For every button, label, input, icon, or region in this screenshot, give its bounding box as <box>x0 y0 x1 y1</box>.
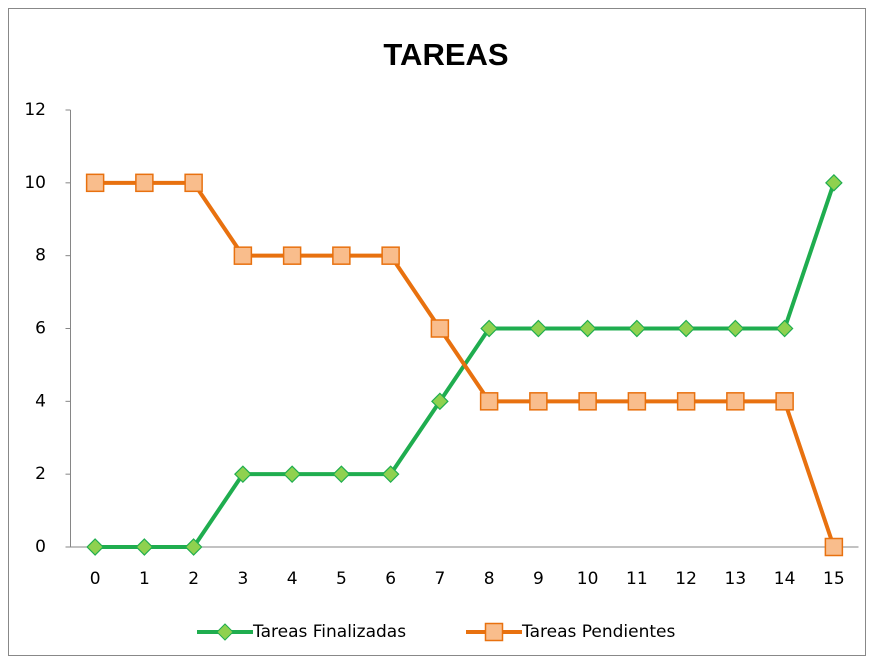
x-tick-label: 5 <box>336 569 347 589</box>
marker <box>135 538 154 556</box>
y-tick-label: 12 <box>24 100 46 120</box>
x-tick-label: 6 <box>385 569 396 589</box>
marker <box>480 319 498 338</box>
legend-label: Tareas Pendientes <box>521 622 675 642</box>
marker <box>578 319 597 338</box>
marker <box>628 319 646 338</box>
y-tick-label: 2 <box>35 464 46 484</box>
y-tick-label: 4 <box>35 391 46 411</box>
marker <box>184 538 203 556</box>
marker <box>332 246 351 265</box>
marker <box>578 392 597 411</box>
x-tick-label: 2 <box>188 569 199 589</box>
x-tick-label: 13 <box>725 569 747 589</box>
marker <box>775 319 794 338</box>
marker <box>381 246 400 265</box>
x-tick-label: 12 <box>675 569 697 589</box>
marker <box>184 173 203 193</box>
x-tick-label: 14 <box>774 569 796 589</box>
y-tick-label: 10 <box>24 173 46 193</box>
legend-marker <box>216 623 234 641</box>
x-tick-label: 4 <box>287 569 298 589</box>
marker <box>627 392 647 411</box>
x-tick-label: 0 <box>90 569 101 589</box>
marker <box>529 319 548 338</box>
marker <box>676 392 696 411</box>
chart-title: TAREAS <box>383 37 508 72</box>
x-tick-label: 1 <box>139 569 150 589</box>
x-tick-label: 8 <box>484 569 495 589</box>
marker <box>135 173 154 193</box>
marker <box>282 246 302 265</box>
marker <box>430 319 450 338</box>
marker <box>529 392 548 411</box>
marker <box>431 392 449 411</box>
x-tick-label: 3 <box>237 569 248 589</box>
marker <box>233 246 253 265</box>
marker <box>726 319 745 338</box>
x-tick-label: 15 <box>823 569 845 589</box>
marker <box>283 465 301 484</box>
marker <box>775 392 794 411</box>
x-tick-label: 7 <box>434 569 445 589</box>
x-tick-label: 10 <box>577 569 599 589</box>
x-tick-label: 11 <box>626 569 648 589</box>
y-tick-label: 8 <box>35 246 46 266</box>
y-tick-label: 6 <box>35 319 46 339</box>
marker <box>726 392 745 411</box>
y-tick-label: 0 <box>35 537 46 557</box>
x-tick-label: 9 <box>533 569 544 589</box>
marker <box>86 538 104 556</box>
marker <box>381 465 400 484</box>
marker <box>85 173 105 193</box>
marker <box>677 319 695 338</box>
marker <box>824 537 844 557</box>
marker <box>234 465 252 484</box>
marker <box>332 465 351 484</box>
marker <box>479 392 499 411</box>
legend-label: Tareas Finalizadas <box>252 622 406 642</box>
series-line <box>95 180 836 548</box>
marker <box>825 173 843 192</box>
legend-marker <box>484 622 504 642</box>
